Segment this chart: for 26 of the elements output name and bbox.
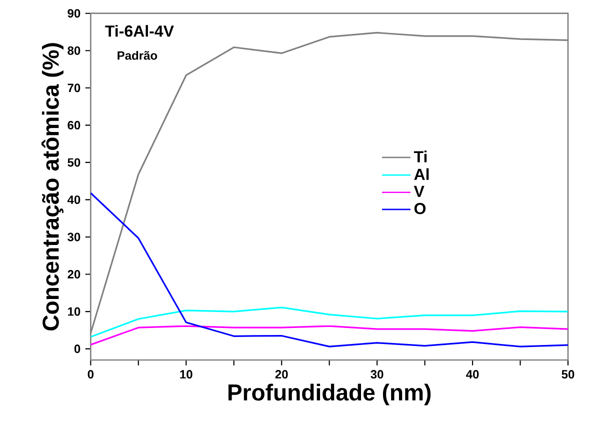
x-tick-label: 10 xyxy=(180,370,192,379)
x-tick-label: 30 xyxy=(370,370,384,379)
legend-label: Ti xyxy=(414,150,427,162)
x-tick-label: 20 xyxy=(275,370,288,379)
text: Padrão xyxy=(118,50,158,60)
x-tick-label: 0 xyxy=(88,370,94,379)
x-tick-label: 40 xyxy=(466,370,479,379)
y-axis-title: Concentração atômica (%) xyxy=(41,43,64,330)
y-tick-label: 60 xyxy=(68,120,80,130)
y-tick-label: 20 xyxy=(68,270,80,279)
y-tick-label: 50 xyxy=(68,158,80,167)
line-series xyxy=(90,306,568,338)
y-tick-label: 40 xyxy=(67,195,80,204)
legend-label: O xyxy=(414,202,426,214)
legend-label: V xyxy=(414,186,424,197)
legend-label: Al xyxy=(414,168,429,180)
line-series xyxy=(90,325,568,346)
y-tick-label: 0 xyxy=(74,344,80,354)
x-tick-label: 50 xyxy=(562,370,574,379)
x-axis-title: Profundidade (nm) xyxy=(228,384,431,406)
y-tick-label: 30 xyxy=(68,232,80,242)
y-tick-label: 80 xyxy=(68,46,80,55)
text: Ti-6Al-4V xyxy=(105,25,174,37)
y-tick-label: 90 xyxy=(68,9,80,18)
y-tick-label: 10 xyxy=(68,307,80,316)
y-tick-label: 70 xyxy=(68,84,80,92)
